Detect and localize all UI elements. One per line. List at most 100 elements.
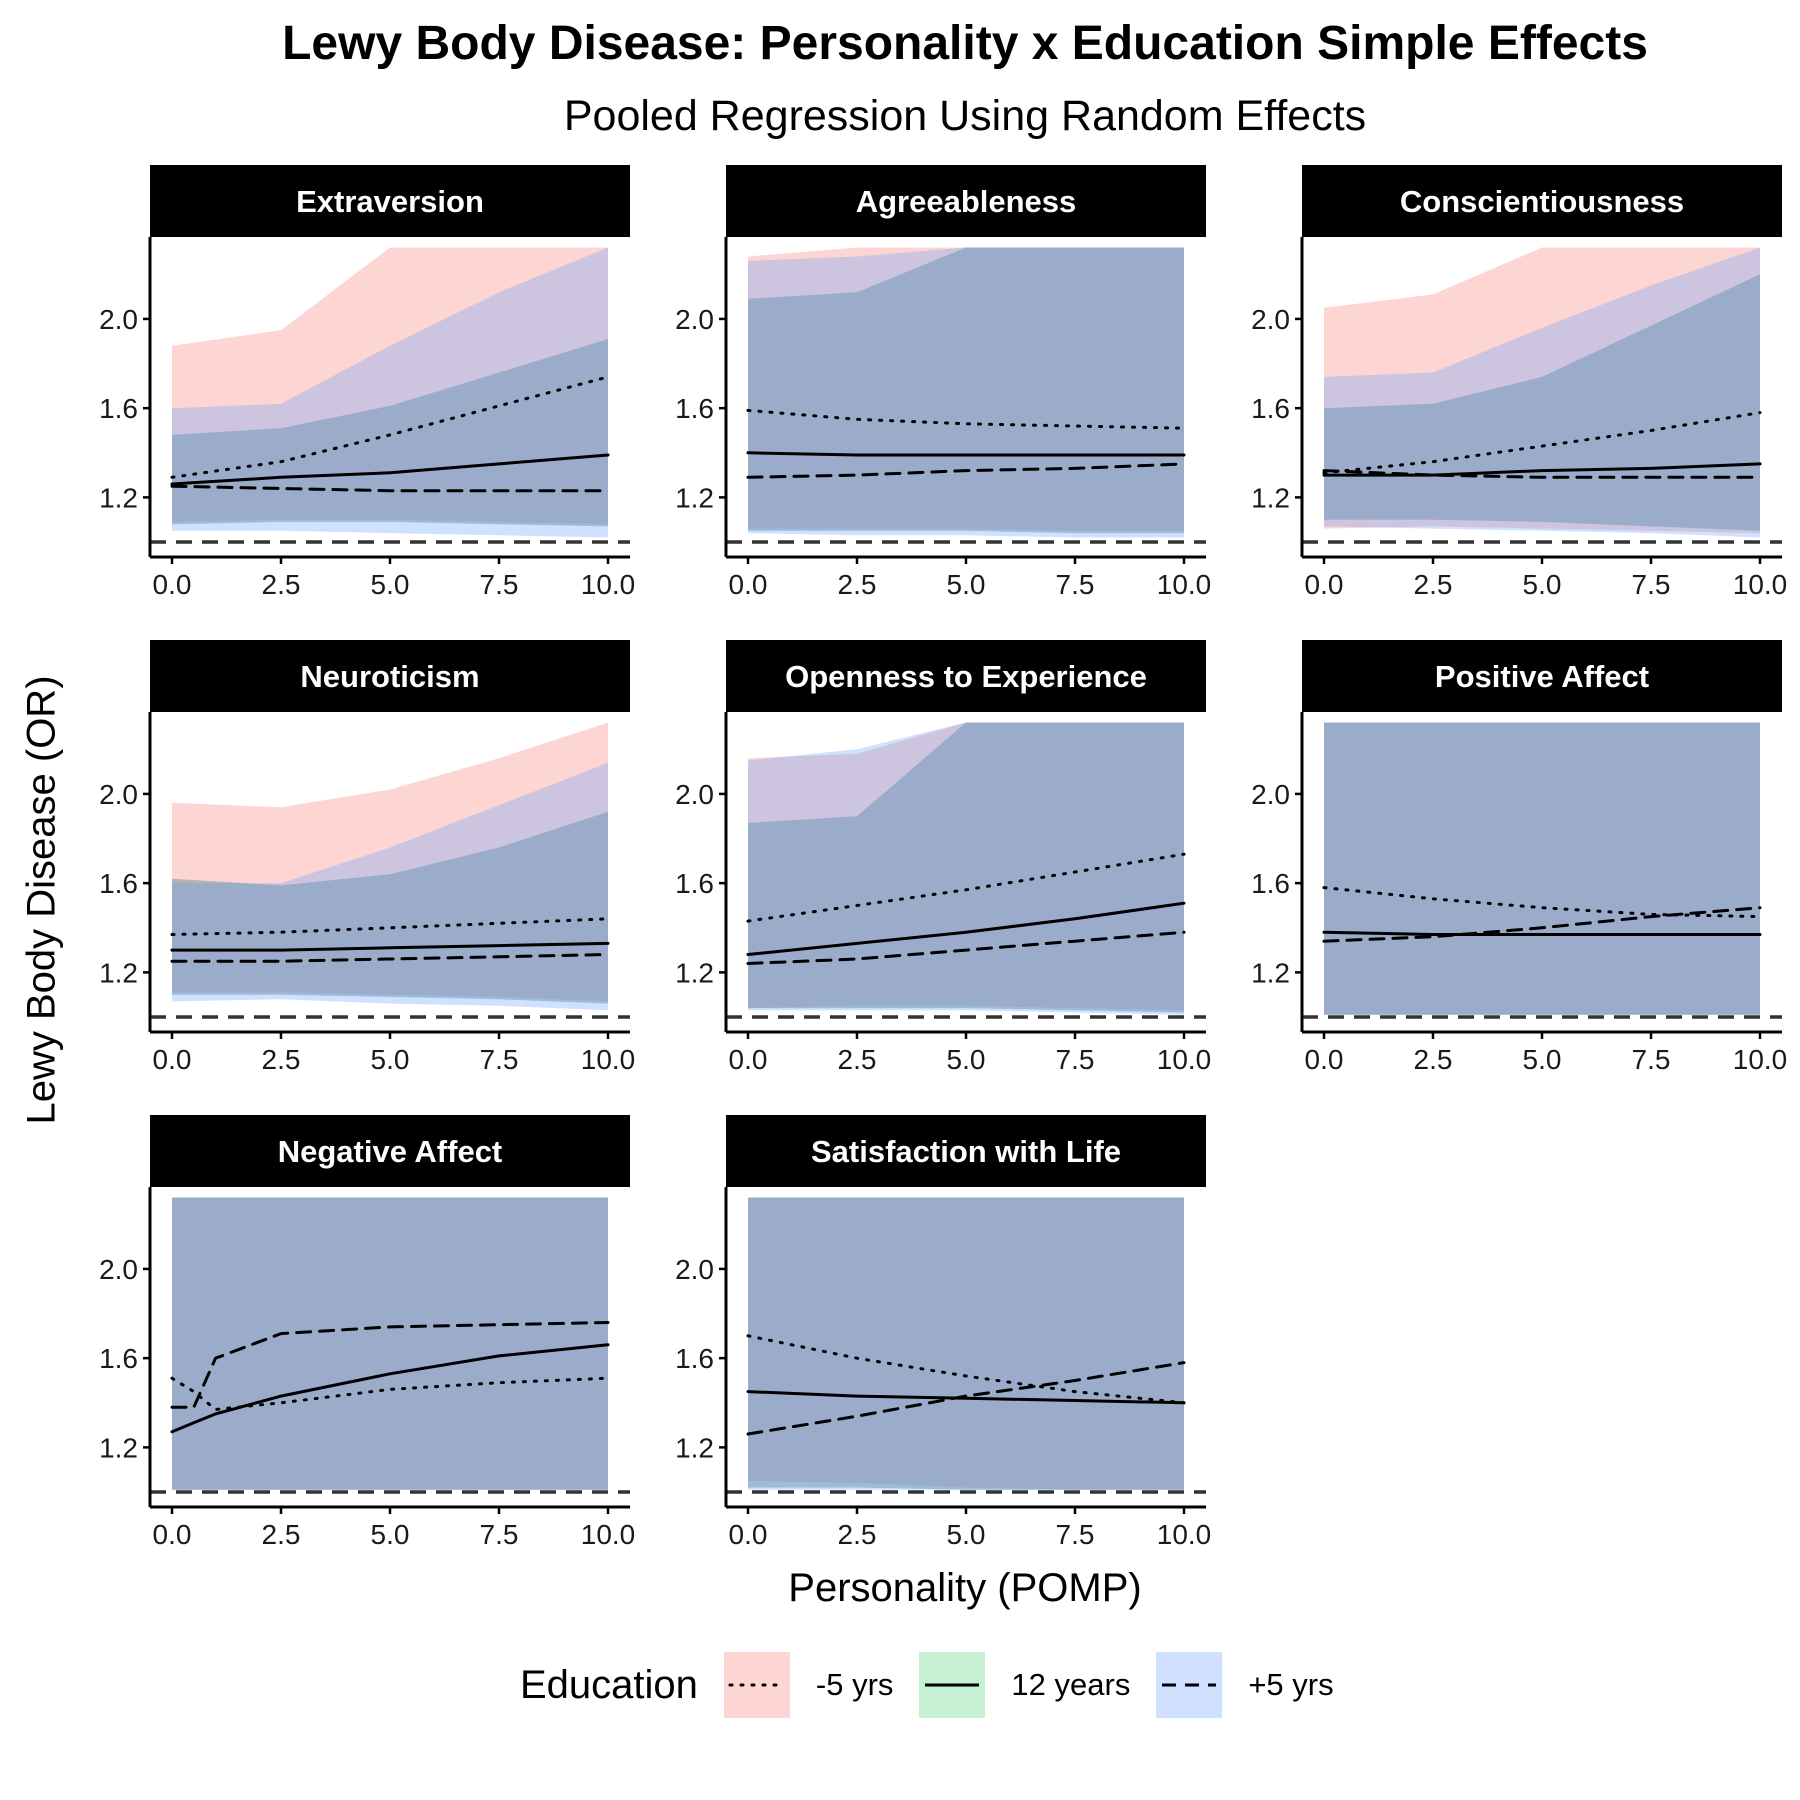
legend-swatch-minus5 bbox=[723, 1652, 790, 1718]
legend-swatch-12years bbox=[919, 1652, 986, 1718]
x-tick-label: 7.5 bbox=[480, 1519, 519, 1550]
y-tick-label: 1.2 bbox=[99, 1432, 138, 1463]
y-tick-label: 1.6 bbox=[675, 1343, 714, 1374]
x-tick-label: 10.0 bbox=[581, 1044, 636, 1075]
series-line-5-yrs bbox=[746, 852, 1186, 923]
panel-strip bbox=[726, 1115, 1206, 1187]
x-tick-label: 2.5 bbox=[838, 569, 877, 600]
series-line-5-yrs bbox=[746, 462, 1186, 479]
y-tick-label: 1.6 bbox=[99, 868, 138, 899]
series-line-12-years bbox=[746, 451, 1186, 457]
ribbon-5-yrs bbox=[1324, 722, 1760, 1015]
ribbon-12-years bbox=[1324, 722, 1760, 1015]
ribbon-12-years bbox=[748, 247, 1184, 534]
x-tick-label: 7.5 bbox=[1056, 1044, 1095, 1075]
x-tick-label: 2.5 bbox=[1414, 569, 1453, 600]
y-tick-label: 1.2 bbox=[675, 1432, 714, 1463]
series-line-12-years bbox=[746, 1390, 1186, 1405]
y-tick-label: 2.0 bbox=[675, 779, 714, 810]
x-tick-label: 5.0 bbox=[371, 569, 410, 600]
y-tick-label: 1.2 bbox=[1251, 957, 1290, 988]
panel-title: Negative Affect bbox=[278, 1134, 503, 1169]
y-tick-label: 2.0 bbox=[675, 1254, 714, 1285]
panel-negative-affect: Negative Affect 1.2 1.6 2.0 0.0 2.5 5.0 7.5 10.0 bbox=[99, 1115, 635, 1550]
ribbon-12-years bbox=[172, 339, 608, 527]
panel-title: Neuroticism bbox=[300, 659, 479, 694]
y-tick-label: 2.0 bbox=[1251, 304, 1290, 335]
x-tick-label: 5.0 bbox=[947, 1519, 986, 1550]
legend-key-minus5 bbox=[723, 1652, 790, 1718]
x-tick-label: 0.0 bbox=[729, 569, 768, 600]
ribbon-5-yrs bbox=[172, 1197, 608, 1490]
x-tick-label: 0.0 bbox=[153, 1044, 192, 1075]
ribbon-5-yrs bbox=[748, 722, 1184, 1011]
y-tick-label: 1.6 bbox=[99, 393, 138, 424]
series-line-5-yrs bbox=[1322, 411, 1762, 475]
panel-strip bbox=[150, 640, 630, 712]
panel-openness-to-experience: Openness to Experience 1.2 1.6 2.0 0.0 2.5 5.0… bbox=[675, 640, 1211, 1075]
series-line-5-yrs bbox=[170, 917, 610, 936]
y-tick-label: 1.2 bbox=[99, 482, 138, 513]
x-tick-label: 0.0 bbox=[729, 1519, 768, 1550]
y-tick-label: 1.6 bbox=[675, 868, 714, 899]
y-tick-label: 2.0 bbox=[99, 304, 138, 335]
x-tick-label: 7.5 bbox=[1056, 1519, 1095, 1550]
x-tick-label: 10.0 bbox=[1157, 569, 1212, 600]
panel-neuroticism: Neuroticism 1.2 1.6 2.0 0.0 2.5 5.0 7.5 10.0 bbox=[99, 640, 635, 1075]
x-tick-label: 7.5 bbox=[480, 1044, 519, 1075]
panel-extraversion: Extraversion 1.2 1.6 2.0 0.0 2.5 5.0 7.5 10.0 bbox=[99, 165, 635, 600]
panel-strip bbox=[1302, 640, 1782, 712]
panel-title: Conscientiousness bbox=[1400, 184, 1684, 219]
x-tick-label: 2.5 bbox=[838, 1044, 877, 1075]
y-tick-label: 1.6 bbox=[1251, 868, 1290, 899]
panel-satisfaction-with-life: Satisfaction with Life 1.2 1.6 2.0 0.0 2.5 5.0… bbox=[675, 1115, 1211, 1550]
ribbon-12-years bbox=[1324, 274, 1760, 531]
panel-title: Satisfaction with Life bbox=[811, 1134, 1121, 1169]
legend-title: Education bbox=[520, 1662, 698, 1707]
x-tick-label: 7.5 bbox=[1632, 1044, 1671, 1075]
ribbon-5-yrs bbox=[172, 1197, 608, 1490]
y-tick-label: 2.0 bbox=[99, 1254, 138, 1285]
series-line-5-yrs bbox=[1322, 469, 1762, 479]
y-tick-label: 1.2 bbox=[675, 482, 714, 513]
x-tick-label: 5.0 bbox=[947, 1044, 986, 1075]
x-tick-label: 10.0 bbox=[1157, 1519, 1212, 1550]
x-tick-label: 5.0 bbox=[371, 1519, 410, 1550]
series-line-5-yrs bbox=[170, 1376, 610, 1412]
ribbon-5-yrs bbox=[748, 1197, 1184, 1490]
x-tick-label: 5.0 bbox=[1523, 569, 1562, 600]
legend-label-minus5: -5 yrs bbox=[815, 1667, 894, 1702]
ribbon-5-yrs bbox=[172, 762, 608, 1011]
y-tick-label: 1.6 bbox=[1251, 393, 1290, 424]
panel-strip bbox=[726, 640, 1206, 712]
x-tick-label: 0.0 bbox=[1305, 1044, 1344, 1075]
series-line-5-yrs bbox=[170, 953, 610, 963]
legend-key-12years bbox=[919, 1652, 986, 1718]
x-tick-label: 0.0 bbox=[1305, 569, 1344, 600]
legend-fill-minus5 bbox=[723, 1652, 790, 1718]
series-line-5-yrs bbox=[1322, 886, 1762, 919]
panel-strip bbox=[726, 165, 1206, 237]
x-tick-label: 2.5 bbox=[262, 569, 301, 600]
x-tick-label: 7.5 bbox=[1056, 569, 1095, 600]
ribbon-5-yrs bbox=[748, 247, 1184, 531]
series-line-5-yrs bbox=[746, 1334, 1186, 1405]
x-tick-label: 5.0 bbox=[947, 569, 986, 600]
y-tick-label: 1.6 bbox=[675, 393, 714, 424]
panel-strip bbox=[150, 165, 630, 237]
x-tick-label: 0.0 bbox=[729, 1044, 768, 1075]
ribbon-12-years bbox=[748, 1197, 1184, 1490]
x-tick-label: 7.5 bbox=[480, 569, 519, 600]
ribbon-5-yrs bbox=[172, 247, 608, 525]
legend-item-minus5: -5 yrs bbox=[723, 1652, 894, 1718]
series-line-12-years bbox=[746, 901, 1186, 956]
series-line-12-years bbox=[170, 453, 610, 486]
panel-title: Extraversion bbox=[296, 184, 484, 219]
y-tick-label: 1.2 bbox=[1251, 482, 1290, 513]
y-tick-label: 1.2 bbox=[99, 957, 138, 988]
x-tick-label: 10.0 bbox=[1733, 1044, 1788, 1075]
x-tick-label: 2.5 bbox=[262, 1044, 301, 1075]
series-line-5-yrs bbox=[170, 375, 610, 479]
